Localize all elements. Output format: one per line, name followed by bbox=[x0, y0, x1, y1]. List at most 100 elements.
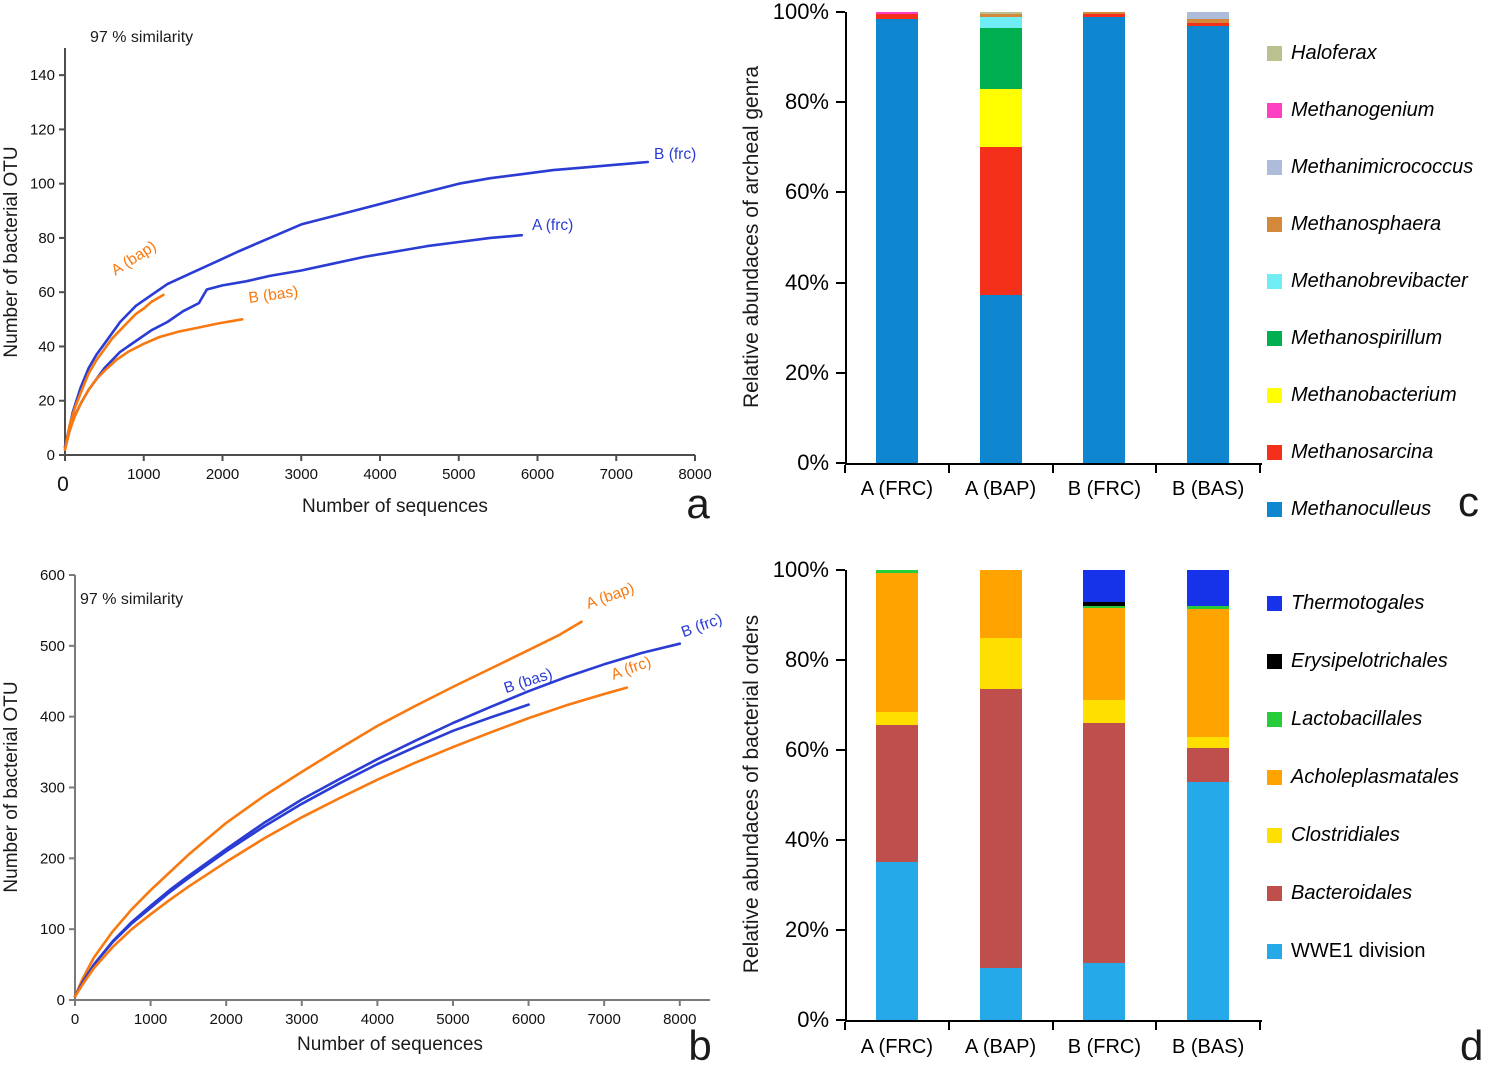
panel-c-archaeal-genera-stacked-bars: 0% 20% 40% 60% 80% 100% A (FRC) A (BAP) B (FRC) B… bbox=[730, 0, 1488, 540]
y-tick-label: 500 bbox=[40, 638, 65, 655]
y-tick-label: 0% bbox=[797, 1007, 829, 1032]
panel-letter: a bbox=[686, 480, 710, 527]
bar-segment-bacteroidales bbox=[875, 725, 918, 862]
x-tick-label: 8000 bbox=[663, 1011, 696, 1028]
legend-swatch-acholeplasmatales bbox=[1267, 770, 1282, 785]
bar-segment-thermotogales bbox=[1083, 570, 1126, 602]
x-tick bbox=[1259, 465, 1261, 473]
series-line-b-bas bbox=[73, 703, 530, 998]
x-tick bbox=[947, 1022, 950, 1030]
bar-a-frc bbox=[875, 12, 918, 463]
y-axis-label: Number of bacterial OTU bbox=[1, 681, 22, 892]
panel-letter: d bbox=[1460, 1022, 1484, 1069]
x-tick-label: 1000 bbox=[127, 466, 160, 483]
y-tick-label: 20 bbox=[38, 393, 55, 410]
x-tick-label: 6000 bbox=[512, 1011, 545, 1028]
x-axis-label: Number of sequences bbox=[297, 1034, 483, 1055]
legend-item-haloferax: Haloferax bbox=[1267, 42, 1377, 65]
panel-b-rarefaction-curves: 0 1000 2000 3000 4000 5000 6000 7000 8000 0 100 200… bbox=[0, 540, 733, 1076]
series-line-b-frc bbox=[63, 160, 650, 449]
bar-segment-lactobacillales bbox=[875, 570, 918, 574]
x-tick-label: 0 bbox=[71, 1011, 79, 1028]
x-tick-label: 1000 bbox=[134, 1011, 167, 1028]
legend-swatch-methanosphaera bbox=[1267, 217, 1282, 232]
x-tick-label: 4000 bbox=[361, 1011, 394, 1028]
y-axis-label: Relative abundaces of archeal genra bbox=[740, 65, 763, 409]
legend-item-methanosarcina: Methanosarcina bbox=[1267, 441, 1433, 464]
y-tick-label: 100 bbox=[40, 921, 65, 938]
x-tick-label: 5000 bbox=[436, 1011, 469, 1028]
legend-label: Methanosphaera bbox=[1291, 213, 1442, 235]
bar-b-frc bbox=[1083, 570, 1126, 1020]
legend-item-methanoculleus: Methanoculleus bbox=[1267, 498, 1431, 521]
legend-swatch-methanoculleus bbox=[1267, 502, 1282, 517]
chart-a-canvas: 0 1000 2000 3000 4000 5000 6000 7000 8000 0 20 40 60… bbox=[1, 29, 712, 527]
legend-item-methanospirillum: Methanospirillum bbox=[1267, 327, 1442, 350]
bar-segment-methanimicrococcus bbox=[1187, 12, 1230, 20]
x-tick bbox=[1155, 1022, 1158, 1030]
legend-label: Clostridiales bbox=[1291, 824, 1400, 846]
series-label-b-frc: B (frc) bbox=[654, 146, 696, 163]
bar-segment-methanospirillum bbox=[979, 27, 1022, 89]
legend-label: WWE1 division bbox=[1291, 940, 1426, 962]
x-tick-label: 3000 bbox=[285, 1011, 318, 1028]
y-tick-label: 0 bbox=[47, 447, 55, 464]
y-tick-label: 140 bbox=[30, 67, 55, 84]
legend-item-clostridiales: Clostridiales bbox=[1267, 824, 1400, 847]
legend-swatch-clostridiales bbox=[1267, 828, 1282, 843]
series-line-a-bap bbox=[73, 620, 583, 998]
panel-letter: c bbox=[1458, 478, 1479, 525]
bar-segment-methanosarcina bbox=[1083, 13, 1126, 17]
legend-label: Methanobrevibacter bbox=[1291, 270, 1468, 292]
x-tick-label: 5000 bbox=[442, 466, 475, 483]
panel-d-bacterial-orders-stacked-bars: 0% 20% 40% 60% 80% 100% A (FRC) A (BAP) B (FRC) B… bbox=[730, 540, 1488, 1076]
x-tick bbox=[947, 465, 950, 473]
legend-label: Acholeplasmatales bbox=[1291, 766, 1459, 788]
y-axis-label: Relative abundaces of bacterial orders bbox=[740, 614, 763, 974]
series-label-a-bap: A (bap) bbox=[584, 580, 637, 613]
legend-item-methanosphaera: Methanosphaera bbox=[1267, 213, 1441, 236]
y-axis-label: Number of bacterial OTU bbox=[1, 146, 22, 357]
series-label-b-frc: B (frc) bbox=[679, 611, 724, 641]
bar-segment-bacteroidales bbox=[979, 688, 1022, 969]
legend-label: Methanospirillum bbox=[1291, 327, 1443, 349]
legend-swatch-wwe1-division bbox=[1267, 944, 1282, 959]
legend-item-methanogenium: Methanogenium bbox=[1267, 99, 1434, 122]
bar-segment-methanosphaera bbox=[1083, 12, 1126, 14]
y-tick-label: 100 bbox=[30, 176, 55, 193]
bar-a-bap bbox=[979, 12, 1022, 463]
bar-segment-clostridiales bbox=[979, 637, 1022, 689]
x-tick bbox=[1155, 465, 1158, 473]
bar-segment-lactobacillales bbox=[1083, 605, 1126, 608]
legend-item-erysipelotrichales: Erysipelotrichales bbox=[1267, 650, 1448, 673]
legend-label: Erysipelotrichales bbox=[1291, 650, 1448, 672]
x-tick-label: 7000 bbox=[600, 466, 633, 483]
panel-letter: b bbox=[688, 1022, 711, 1069]
bar-segment-methanogenium bbox=[875, 12, 918, 15]
legend-item-wwe1-division: WWE1 division bbox=[1267, 940, 1425, 963]
legend-label: Thermotogales bbox=[1291, 592, 1425, 614]
x-tick-label: 8000 bbox=[678, 466, 711, 483]
bar-a-bap bbox=[979, 570, 1022, 1020]
y-tick bbox=[836, 839, 845, 841]
bar-segment-acholeplasmatales bbox=[1083, 607, 1126, 701]
y-tick bbox=[836, 659, 845, 661]
x-tick-label: 7000 bbox=[587, 1011, 620, 1028]
similarity-annotation: 97 % similarity bbox=[80, 591, 183, 608]
y-tick-label: 60 bbox=[38, 284, 55, 301]
series-line-b-bas bbox=[63, 318, 244, 451]
bar-segment-clostridiales bbox=[1083, 700, 1126, 724]
bar-segment-methanobrevibacter bbox=[979, 16, 1022, 28]
bar-segment-methanoculleus bbox=[1187, 26, 1230, 463]
bar-segment-wwe1-division bbox=[979, 968, 1022, 1020]
legend-swatch-methanospirillum bbox=[1267, 331, 1282, 346]
y-tick-label: 60% bbox=[784, 179, 829, 205]
category-label-b-bas: B (BAS) bbox=[1172, 1036, 1245, 1058]
chart-c-plot-area bbox=[845, 12, 1262, 465]
legend-item-methanobrevibacter: Methanobrevibacter bbox=[1267, 270, 1468, 293]
bar-b-frc bbox=[1083, 12, 1126, 463]
y-tick-label: 0% bbox=[797, 450, 829, 475]
x-tick-label: 6000 bbox=[521, 466, 554, 483]
y-tick bbox=[836, 462, 845, 464]
bar-segment-methanoculleus bbox=[979, 294, 1022, 463]
